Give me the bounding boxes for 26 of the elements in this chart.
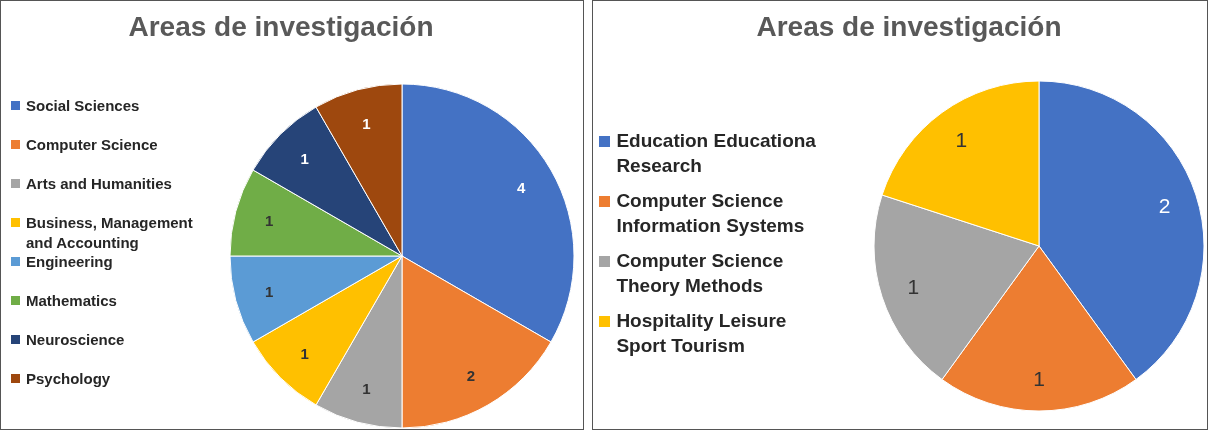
- data-label: 2: [466, 366, 475, 384]
- legend-label: Psychology: [26, 369, 111, 389]
- data-label: 1: [264, 283, 274, 301]
- chart-title: Areas de investigación: [755, 11, 1063, 43]
- legend-label: Mathematics: [26, 291, 117, 311]
- data-label: 1: [1033, 366, 1045, 390]
- chart-title: Areas de investigación: [127, 11, 435, 43]
- legend-label: Computer Science Theory Methods: [616, 249, 785, 298]
- data-label: 1: [907, 275, 920, 299]
- data-label: 1: [955, 127, 968, 151]
- legend-label: Computer Science: [26, 135, 158, 155]
- legend-label: Business, Management and Accounting: [26, 213, 194, 252]
- legend-label: Arts and Humanities: [26, 174, 172, 194]
- legend-label: Social Sciences: [26, 96, 140, 116]
- data-label: 2: [1158, 193, 1171, 217]
- data-label: 1: [300, 150, 309, 168]
- data-label: 4: [516, 178, 526, 196]
- legend-label: Neuroscience: [26, 330, 125, 350]
- legend-label: Engineering: [26, 252, 113, 272]
- data-label: 1: [264, 211, 274, 229]
- data-label: 1: [300, 344, 309, 362]
- legend-label: Computer Science Information Systems: [616, 189, 806, 238]
- data-label: 1: [362, 114, 371, 132]
- legend-label: Education Educationa Research: [616, 129, 817, 178]
- data-label: 1: [362, 380, 371, 398]
- legend-label: Hospitality Leisure Sport Tourism: [616, 309, 788, 358]
